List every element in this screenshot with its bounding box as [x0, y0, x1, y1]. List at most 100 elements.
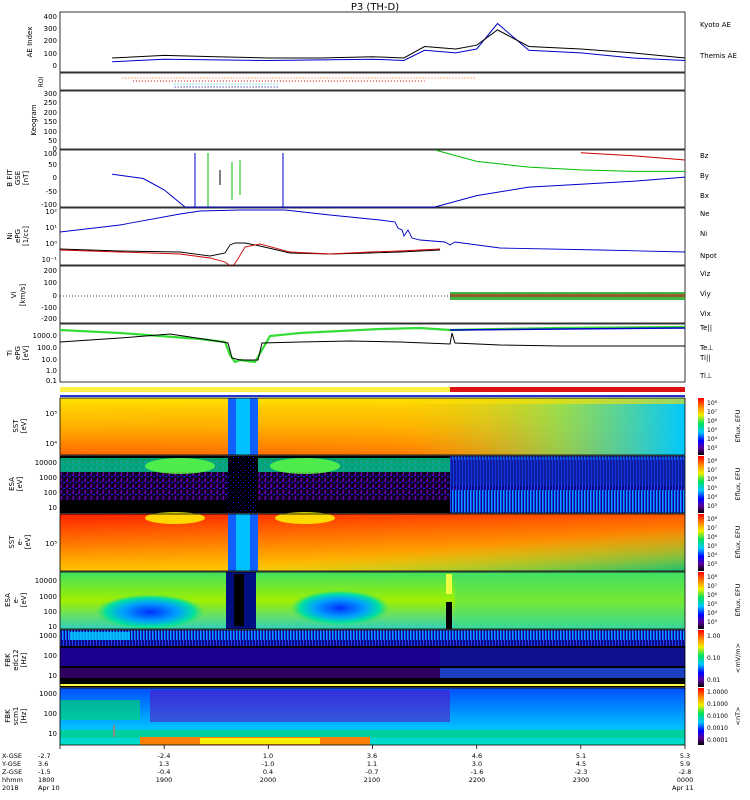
- fbk-e-bottom-line: [60, 684, 685, 686]
- bfield-ytick: -50: [46, 188, 57, 196]
- bfield-panel: B FIT GSE [nT] 100 50 0 -50 -100 Bz By B…: [6, 149, 709, 209]
- fbk-e-ylabel: FBK: [4, 653, 12, 667]
- mode-bar-yellow: [60, 387, 450, 392]
- density-ni-line: [59, 242, 441, 257]
- xtick-label: -2.7: [38, 752, 51, 760]
- sst-e-ylabel: e-: [16, 538, 24, 545]
- keogram-ytick: 150: [44, 118, 57, 126]
- fbk-b-purple: [150, 690, 450, 722]
- fbk-b-hot-core: [200, 738, 320, 744]
- legend-bx: Bx: [700, 192, 709, 200]
- cb-tick: 0.1000: [707, 701, 728, 708]
- legend-ni: Ni: [700, 230, 707, 238]
- cb-tick: 10³: [707, 445, 718, 452]
- colorbar-sst-e: [698, 514, 704, 571]
- x-axis: X-GSE Y-GSE Z-GSE hhmm 2018 -2.7 3.6 -1.…: [1, 745, 694, 792]
- esa-e-ytick: 1000: [39, 593, 57, 601]
- fbk-b-ylabel: FBK: [4, 709, 12, 723]
- ae-ylabel: AE Index: [26, 27, 34, 58]
- esa-e-ytick: 100: [44, 608, 57, 616]
- legend-kyoto-ae: Kyoto AE: [700, 21, 731, 29]
- density-ytick: 10²: [45, 208, 57, 216]
- figure-title: P3 (TH-D): [351, 2, 399, 13]
- esa-ion-ytick: 100: [44, 489, 57, 497]
- esa-ion-ytick: 10000: [35, 459, 57, 467]
- legend-viy: Viy: [700, 290, 711, 298]
- roi-lines: [122, 77, 477, 88]
- bfield-ytick: 100: [44, 150, 57, 158]
- sst-ion-ytick: 10⁵: [45, 410, 57, 418]
- cb-tick: 10⁵: [707, 543, 718, 550]
- bfield-ylabel: B FIT: [6, 169, 14, 187]
- cb-label: Eflux, EFU: [734, 409, 742, 442]
- sst-e-frame: [59, 513, 686, 572]
- sst-electron-panel: SST e- [eV] 10⁵: [8, 512, 686, 572]
- xtick-label: 2200: [469, 776, 486, 784]
- legend-ti-par: Ti||: [699, 354, 711, 362]
- bfield-ylabel: GSE: [14, 171, 22, 185]
- temperature-ytick: 1.0: [46, 367, 57, 375]
- xtick-label: 4.6: [472, 752, 482, 760]
- esa-ion-ylabel: [eV]: [16, 476, 24, 491]
- fbk-e-low-band-right: [440, 668, 685, 678]
- xaxis-row-label: Z-GSE: [2, 768, 22, 776]
- xtick-label: 5.3: [680, 752, 690, 760]
- esa-e-ylabel: ESA: [4, 593, 12, 607]
- ae-frame: [59, 11, 686, 73]
- xtick-label: 2100: [364, 776, 381, 784]
- velocity-ytick: 200: [44, 267, 57, 275]
- sst-e-ylabel: SST: [8, 535, 16, 549]
- xtick-label: -2.3: [575, 768, 588, 776]
- temperature-frame: [59, 323, 686, 383]
- esa-e-bar-black: [446, 602, 452, 629]
- density-frame: [59, 207, 686, 266]
- esa-ion-right-top: [450, 456, 685, 486]
- esa-ion-gap: [228, 456, 258, 513]
- fbk-e-ylabel: [Hz]: [20, 653, 28, 668]
- colorbar-esa-e: [698, 572, 704, 629]
- xtick-label: 0000: [677, 776, 694, 784]
- esa-e-blob-left: [95, 594, 205, 630]
- xtick-label: 2000: [260, 776, 277, 784]
- sst-ion-ylabel: SST: [12, 419, 20, 433]
- ae-ytick: 200: [44, 37, 57, 45]
- temperature-ytick: 1000.0: [33, 332, 58, 340]
- density-panel: Ni ePG [1/cc] 10² 10¹ 10⁰ 10⁻¹ Ne Ni Npo…: [6, 207, 717, 268]
- mode-bar-blue: [60, 395, 685, 397]
- legend-ti-perp: Ti⊥: [699, 372, 712, 380]
- cb-tick: 10⁸: [707, 574, 718, 581]
- sst-ion-frame: [59, 397, 686, 456]
- ae-ytick: 0: [53, 62, 57, 70]
- bx-line: [112, 173, 686, 208]
- cb-tick: 10⁵: [707, 485, 718, 492]
- bfield-lines: [112, 149, 686, 208]
- bfield-ytick: -100: [41, 201, 57, 209]
- xtick-label: -0.4: [158, 768, 171, 776]
- ae-lines: [112, 22, 686, 63]
- density-ytick: 10¹: [45, 224, 57, 232]
- sst-e-fade: [60, 514, 685, 571]
- xtick-label: Apr 10: [38, 784, 60, 792]
- xtick-label: 1900: [156, 776, 173, 784]
- keogram-ytick: 0: [53, 145, 57, 153]
- cb-tick: 10⁶: [707, 476, 718, 483]
- esa-e-right-region: [455, 572, 685, 629]
- xtick-label: -2.4: [158, 752, 171, 760]
- ae-panel: AE Index 400 300 200 100 0 Kyoto AE Them…: [26, 11, 737, 73]
- cb-tick: 0.01: [707, 677, 721, 684]
- velocity-ylabel: [km/s]: [19, 284, 27, 307]
- legend-te-par: Te||: [699, 324, 712, 332]
- sst-ion-gap-core: [236, 398, 250, 455]
- velocity-ylabel: Vi: [10, 292, 18, 299]
- cb-tick: 10⁴: [707, 552, 718, 559]
- colorbar-fbk-e: [698, 630, 704, 687]
- fbk-b-ytick: 1000: [39, 690, 57, 698]
- cb-tick: 1.0000: [707, 689, 728, 696]
- xtick-label: 5.1: [576, 752, 586, 760]
- esa-ion-hot-left: [145, 458, 215, 474]
- roi-frame: [59, 72, 686, 91]
- xtick-label: -2.8: [679, 768, 692, 776]
- roi-panel: ROI: [38, 72, 686, 91]
- legend-viz: Viz: [700, 270, 711, 278]
- fbk-e-top-band: [60, 630, 685, 646]
